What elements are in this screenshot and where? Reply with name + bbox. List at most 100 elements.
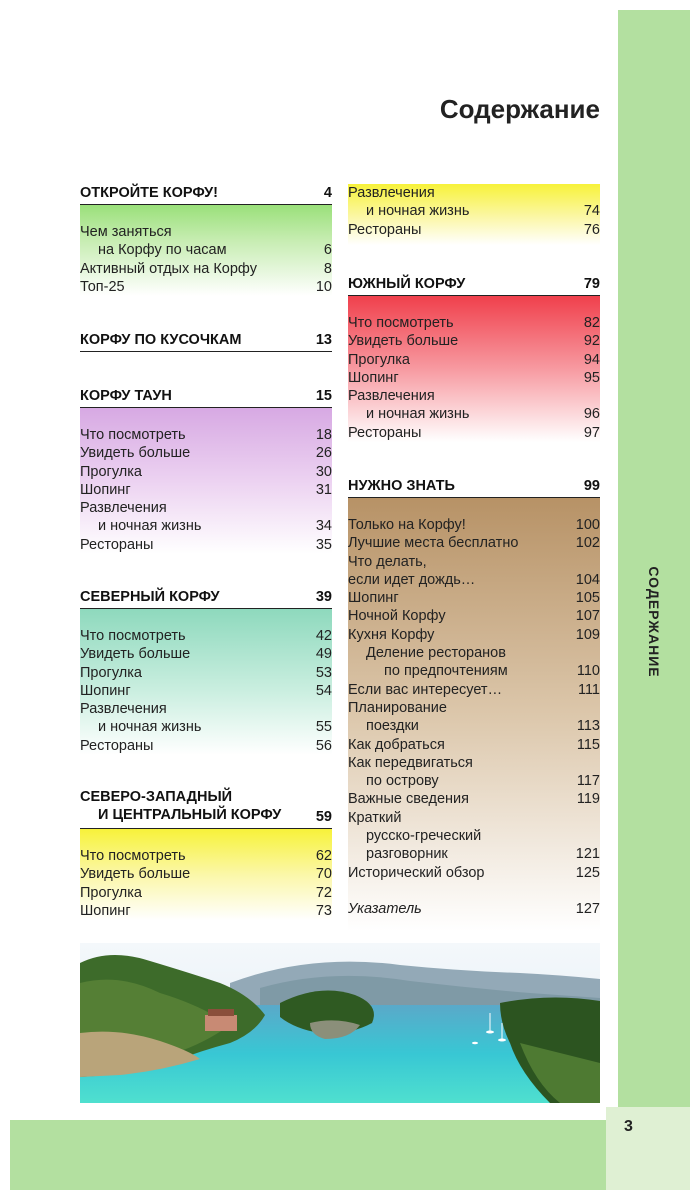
toc-entry[interactable]: Шопинг 31 [80,481,332,498]
section-heading: КОРФУ ТАУН 15 [80,385,332,408]
toc-entry[interactable]: и ночная жизнь 34 [98,518,332,535]
section-heading-page: 39 [315,589,332,605]
page-number: 3 [624,1118,633,1135]
section-heading: ЮЖНЫЙ КОРФУ 79 [348,273,600,296]
section-heading[interactable]: КОРФУ ПО КУСОЧКАМ 13 [80,329,332,352]
section-northwest-central-corfu: СЕВЕРО-ЗАПАДНЫЙ И ЦЕНТРАЛЬНЫЙ КОРФУ 59 Ч… [80,788,332,921]
section-corfu-town: КОРФУ ТАУН 15 Что посмотреть 18 Увидеть б… [80,385,332,555]
toc-entry[interactable]: Увидеть больше 49 [80,646,332,663]
coastline-image [80,943,600,1103]
section-heading-title: НУЖНО ЗНАТЬ [348,478,455,494]
section-heading-title: СЕВЕРНЫЙ КОРФУ [80,589,220,605]
toc-entry[interactable]: Увидеть больше 26 [80,445,332,462]
section-need-to-know: НУЖНО ЗНАТЬ 99 Только на Корфу! 100 Лучши… [348,475,600,931]
section-south-corfu: ЮЖНЫЙ КОРФУ 79 Что посмотреть 82 Увидеть … [348,273,600,443]
toc-entry[interactable]: Что посмотреть 82 [348,315,600,331]
toc-entry[interactable]: Важные сведения 119 [348,791,600,808]
toc-entry[interactable]: Шопинг 54 [80,682,332,699]
toc-spacer [348,882,600,900]
side-tab-label: СОДЕРЖАНИЕ [646,566,662,678]
toc-entry[interactable]: разговорник 121 [366,846,600,863]
toc-entry[interactable]: Рестораны 76 [348,221,600,238]
bottom-band [10,1120,606,1190]
toc-entry[interactable]: Краткий [348,809,402,826]
toc-entry[interactable]: Как передвигаться [348,754,473,771]
section-heading-page: 59 [315,809,332,825]
toc-entry[interactable]: Топ-25 10 [80,278,332,295]
toc-entry[interactable]: на Корфу по часам 6 [98,242,332,259]
section-heading-title: КОРФУ ТАУН [80,388,172,404]
toc-entry[interactable]: Только на Корфу! 100 [348,517,600,533]
page-title: Содержание [439,94,600,124]
section-heading: СЕВЕРО-ЗАПАДНЫЙ И ЦЕНТРАЛЬНЫЙ КОРФУ 59 [80,788,332,829]
section-heading-title-line1: СЕВЕРО-ЗАПАДНЫЙ [80,789,233,805]
section-heading: СЕВЕРНЫЙ КОРФУ 39 [80,586,332,609]
section-heading-page: 15 [315,388,332,404]
toc-entry[interactable]: Развлечения [348,388,435,405]
toc-entry[interactable]: Деление ресторанов [366,645,506,662]
toc-entry[interactable]: Лучшие места бесплатно 102 [348,535,600,552]
toc-entry[interactable]: Кухня Корфу 109 [348,626,600,643]
section-entries: Что посмотреть 82 Увидеть больше 92 Прогул… [348,296,600,443]
toc-entry[interactable]: Прогулка 53 [80,664,332,681]
toc-entry[interactable]: и ночная жизнь 55 [98,719,332,736]
section-entries: Только на Корфу! 100 Лучшие места бесплат… [348,498,600,931]
toc-entry[interactable]: Как добраться 115 [348,736,600,753]
side-tab [618,10,690,1107]
section-discover-corfu: ОТКРОЙТЕ КОРФУ! 4 Чем заняться на Корфу … [80,182,332,297]
toc-entry[interactable]: Развлечения [80,701,167,718]
section-continued: Развлечения и ночная жизнь 74 Рестораны 76 [348,184,600,245]
toc-entry[interactable]: Исторический обзор 125 [348,864,600,881]
toc-entry[interactable]: по острову 117 [366,773,600,790]
section-north-corfu: СЕВЕРНЫЙ КОРФУ 39 Что посмотреть 42 Увиде… [80,586,332,756]
section-heading-title: ОТКРОЙТЕ КОРФУ! [80,185,219,201]
coastline-photo [80,943,600,1103]
section-entries: Что посмотреть 42 Увидеть больше 49 Прогул… [80,609,332,756]
toc-entry[interactable]: и ночная жизнь 74 [366,203,600,220]
toc-entry[interactable]: Развлечения [80,500,167,517]
section-corfu-in-pieces: КОРФУ ПО КУСОЧКАМ 13 [80,329,332,352]
toc-entry[interactable]: Прогулка 72 [80,884,332,901]
toc-entry[interactable]: Что посмотреть 42 [80,628,332,644]
toc-entry[interactable]: Планирование [348,699,447,716]
toc-entry[interactable]: Увидеть больше 92 [348,333,600,350]
section-heading: ОТКРОЙТЕ КОРФУ! 4 [80,182,332,205]
toc-entry[interactable]: Что делать, [348,553,427,570]
toc-entry[interactable]: Прогулка 30 [80,463,332,480]
section-entries: Что посмотреть 18 Увидеть больше 26 Прогул… [80,408,332,555]
toc-entry[interactable]: Шопинг 73 [80,902,332,919]
toc-entry[interactable]: Прогулка 94 [348,351,600,368]
toc-entry[interactable]: Что посмотреть 18 [80,427,332,443]
toc-entry[interactable]: и ночная жизнь 96 [366,406,600,423]
section-heading-page: 99 [583,478,600,494]
toc-entry[interactable]: по предпочтениям 110 [384,663,600,680]
toc-entry[interactable]: Активный отдых на Корфу 8 [80,260,332,277]
toc-entry[interactable]: Что посмотреть 62 [80,848,332,864]
toc-entry[interactable]: Рестораны 35 [80,536,332,553]
toc-entry[interactable]: Рестораны 56 [80,737,332,754]
toc-entry[interactable]: Чем заняться [80,224,172,240]
toc-entry[interactable]: Рестораны 97 [348,424,600,441]
section-heading-page: 4 [323,185,332,201]
section-heading-title-line2: И ЦЕНТРАЛЬНЫЙ КОРФУ [98,807,282,823]
toc-entry[interactable]: Развлечения [348,185,435,201]
section-heading: НУЖНО ЗНАТЬ 99 [348,475,600,498]
section-entries: Чем заняться на Корфу по часам 6 Активный… [80,205,332,297]
toc-entry[interactable]: Если вас интересует… 111 [348,681,600,698]
section-entries: Развлечения и ночная жизнь 74 Рестораны 76 [348,184,600,245]
toc-entry[interactable]: русско-греческий [366,828,482,845]
toc-entry-index[interactable]: Указатель 127 [348,901,600,918]
toc-entry[interactable]: Ночной Корфу 107 [348,608,600,625]
toc-entry[interactable]: поездки 113 [366,718,600,735]
toc-entry[interactable]: Увидеть больше 70 [80,866,332,883]
section-heading-page: 79 [583,276,600,292]
toc-entry[interactable]: если идет дождь… 104 [348,571,600,588]
section-heading-title: ЮЖНЫЙ КОРФУ [348,276,466,292]
section-heading-page: 13 [315,332,332,348]
toc-entry[interactable]: Шопинг 95 [348,369,600,386]
section-heading-title: КОРФУ ПО КУСОЧКАМ [80,332,242,348]
page-number-box [606,1107,690,1190]
toc-entry[interactable]: Шопинг 105 [348,590,600,607]
section-entries: Что посмотреть 62 Увидеть больше 70 Прогул… [80,829,332,921]
